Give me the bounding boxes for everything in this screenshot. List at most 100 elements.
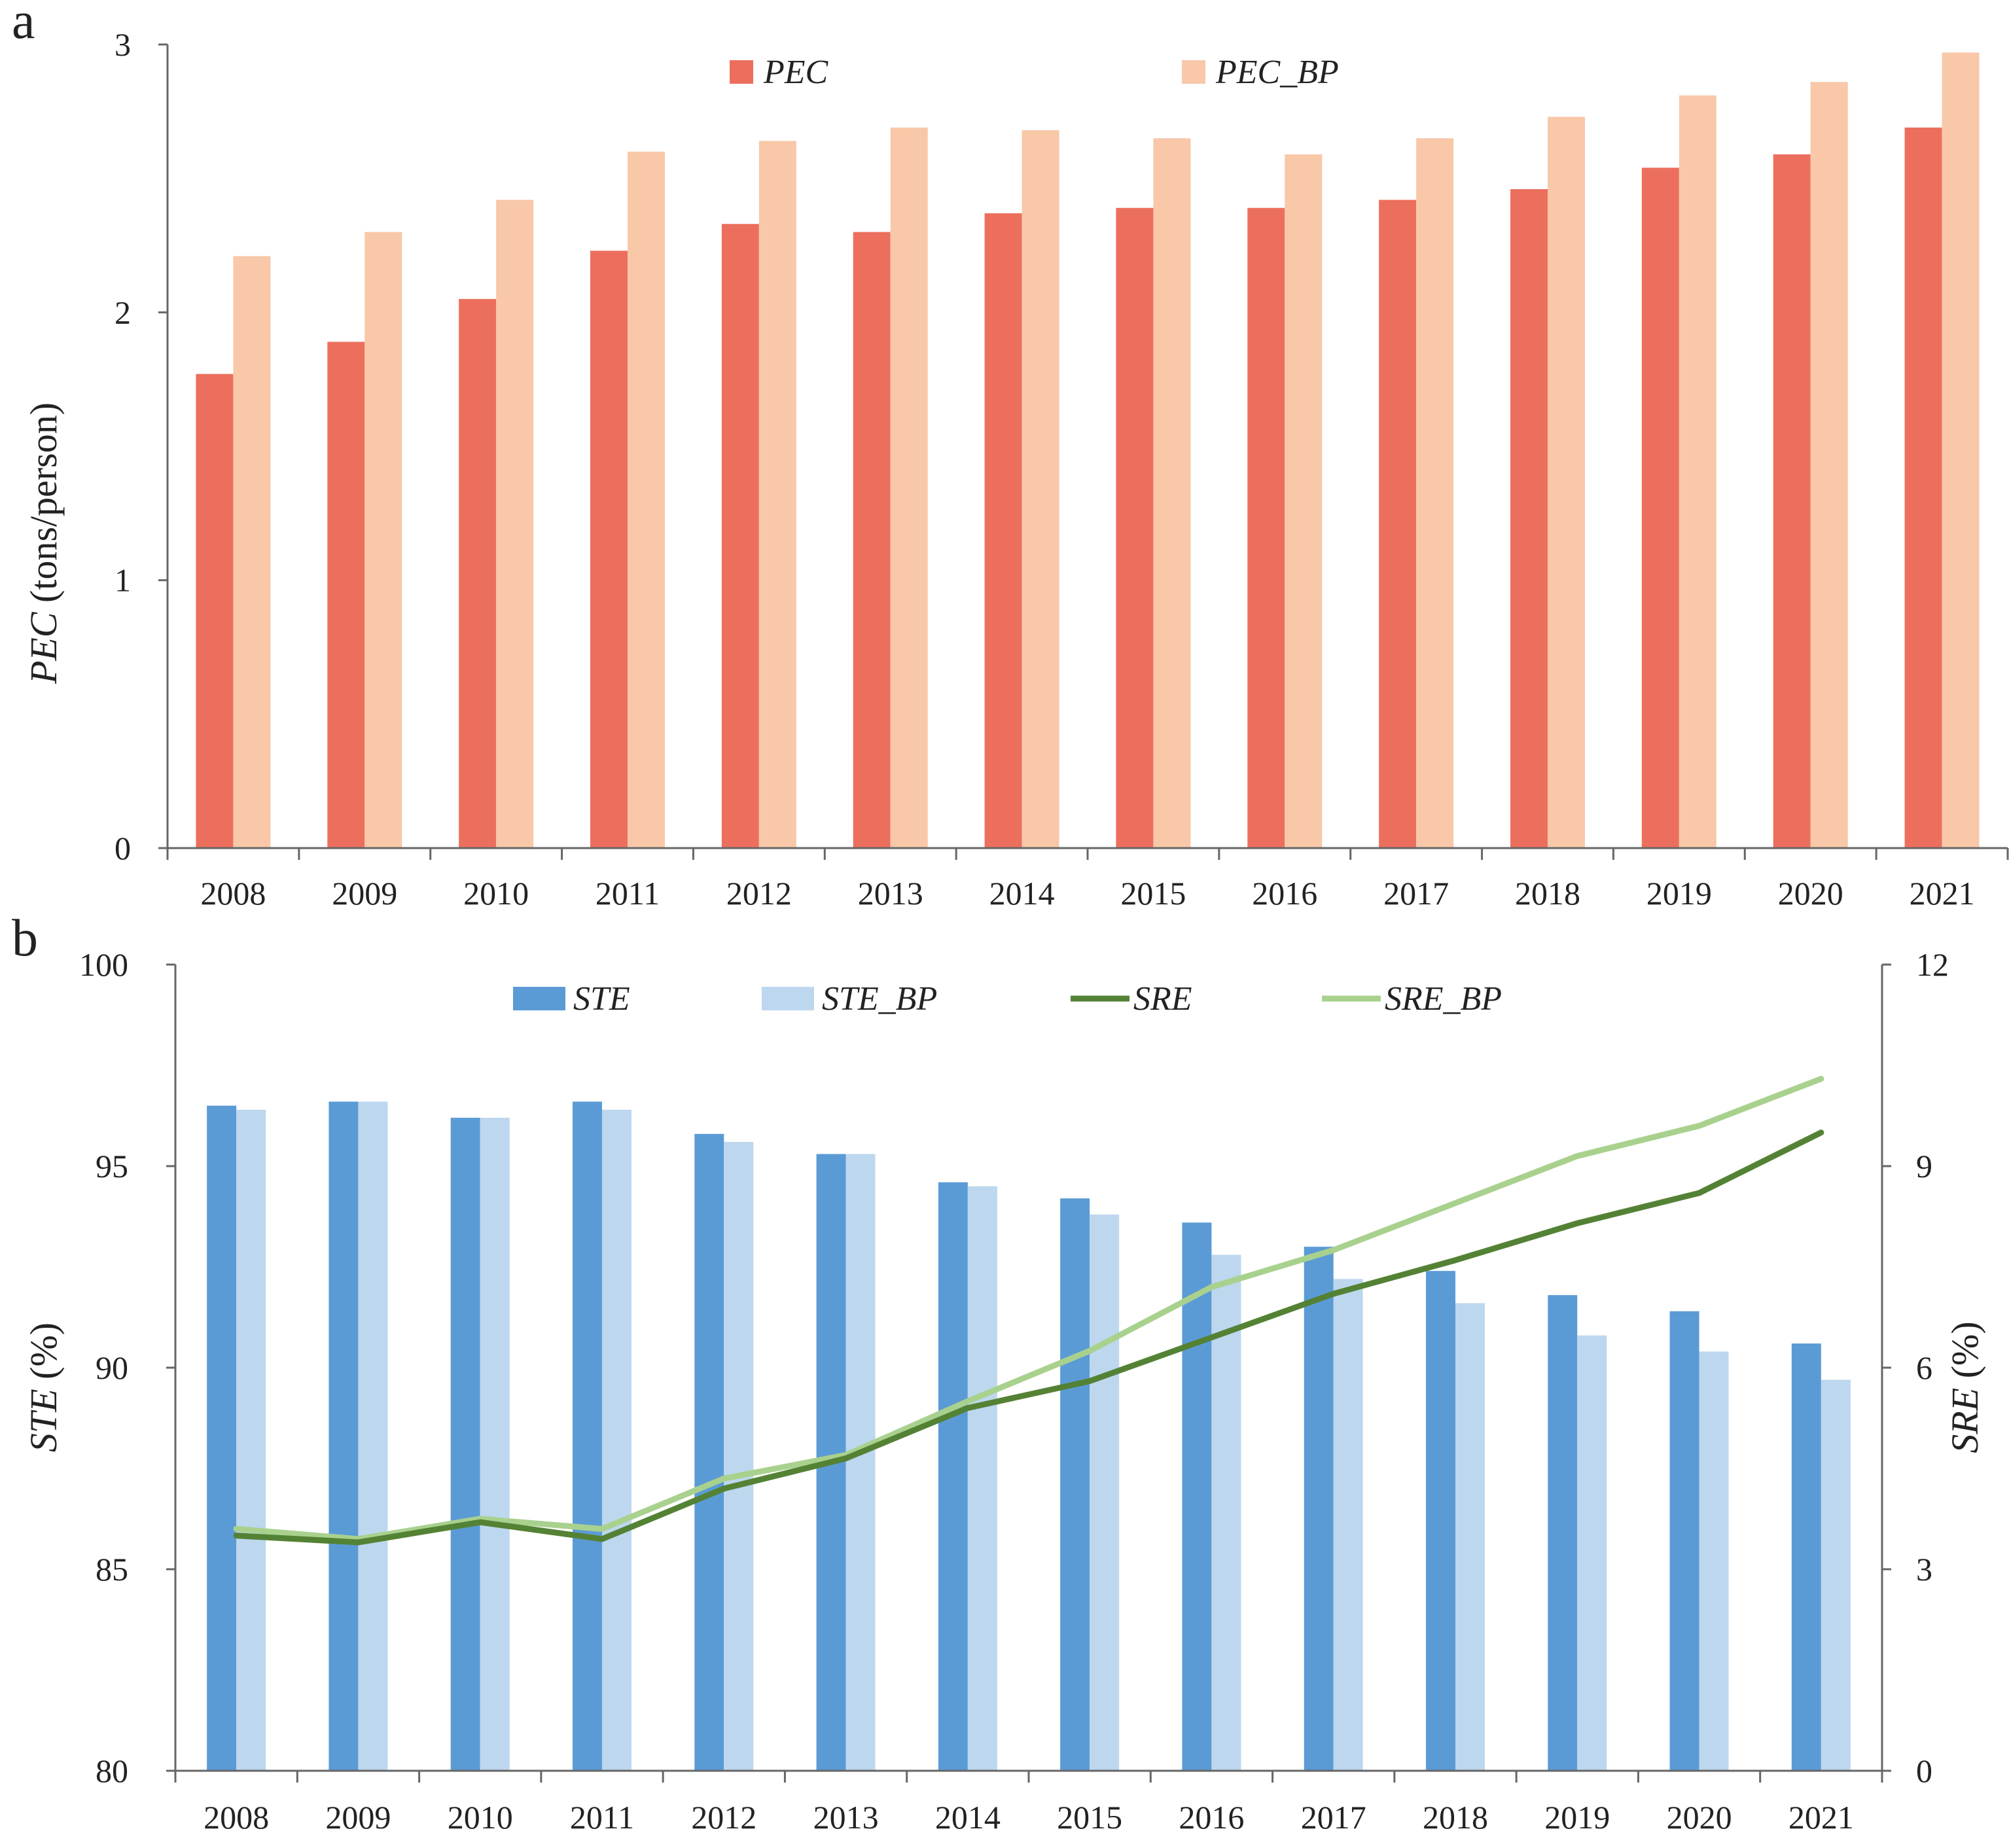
bar-ste-2008 <box>207 1105 237 1771</box>
chart-b-xtick-label: 2021 <box>1788 1799 1854 1836</box>
legend-swatch-pec_bp <box>1182 60 1205 84</box>
chart-b-xtick-label: 2014 <box>935 1799 1001 1836</box>
chart-a-ytick-label: 0 <box>115 830 131 866</box>
bar-pec-2011 <box>590 251 628 849</box>
bar-ste_bp-2008 <box>236 1109 266 1771</box>
bar-ste-2021 <box>1791 1343 1821 1771</box>
chart-b-ytick-right-label: 12 <box>1916 946 1949 983</box>
chart-b-axes <box>166 963 1891 1783</box>
chart-b-ytick-left-label: 85 <box>96 1551 128 1588</box>
chart-a: 0 1 2 3 2008 2009 2010 2011 2012 2013 2014 2015 2016… <box>22 26 2009 912</box>
bar-ste-2016 <box>1182 1222 1212 1771</box>
chart-b-ylabel-right: SRE (%) <box>1944 1321 1986 1453</box>
bar-pec_bp-2009 <box>364 232 402 848</box>
bar-pec-2008 <box>196 374 234 848</box>
bar-ste-2018 <box>1426 1271 1455 1771</box>
chart-a-legend: PEC PEC_BP <box>730 54 1339 91</box>
bar-pec_bp-2018 <box>1548 116 1585 848</box>
bar-ste_bp-2017 <box>1333 1279 1363 1771</box>
chart-b-xtick-label: 2016 <box>1179 1799 1244 1836</box>
bar-ste_bp-2011 <box>602 1109 631 1771</box>
chart-b-ytick-left-label: 95 <box>96 1148 128 1184</box>
chart-b-bars <box>207 1101 1851 1771</box>
line-sre <box>233 1129 1824 1546</box>
chart-b-ylabel-right-rest: (%) <box>1944 1321 1986 1387</box>
bar-pec_bp-2020 <box>1810 82 1848 849</box>
bar-pec-2019 <box>1641 168 1679 848</box>
bar-pec-2018 <box>1510 189 1548 848</box>
line-sre_bp <box>233 1076 1824 1542</box>
chart-a-xtick-label: 2017 <box>1383 875 1449 912</box>
chart-b-ylabel-left-italic: STE <box>22 1389 65 1452</box>
chart-a-xtick-label: 2021 <box>1910 875 1975 912</box>
chart-b-ytick-left-label: 100 <box>79 946 128 983</box>
chart-a-xtick-label: 2020 <box>1778 875 1843 912</box>
bar-pec_bp-2012 <box>758 141 796 849</box>
chart-a-ylabel-italic: PEC <box>22 611 65 684</box>
legend-label-ste_bp: STE_BP <box>822 980 937 1018</box>
chart-b-xtick-label: 2008 <box>204 1799 269 1836</box>
bar-ste_bp-2016 <box>1211 1254 1241 1771</box>
bar-pec_bp-2021 <box>1942 52 1980 848</box>
chart-b-xtick-label: 2020 <box>1667 1799 1732 1836</box>
chart-a-ylabel-rest: (tons/person) <box>22 402 65 613</box>
chart-b-xtick-label: 2013 <box>813 1799 879 1836</box>
bar-pec-2021 <box>1904 127 1942 849</box>
chart-a-xtick-label: 2013 <box>858 875 923 912</box>
chart-b-ylabel-left-rest: (%) <box>22 1323 65 1389</box>
bar-ste-2020 <box>1669 1311 1699 1771</box>
bar-ste-2009 <box>329 1101 359 1771</box>
legend-label-sre_bp: SRE_BP <box>1385 980 1502 1018</box>
bar-ste_bp-2014 <box>967 1186 997 1771</box>
bar-pec_bp-2016 <box>1285 154 1323 848</box>
chart-b-legend: STE STE_BP SRE SRE_BP <box>513 980 1502 1018</box>
chart-a-xtick-label: 2008 <box>200 875 266 912</box>
bar-pec_bp-2010 <box>496 200 534 848</box>
chart-a-ytick-label: 3 <box>115 26 131 63</box>
bar-pec-2020 <box>1773 154 1811 848</box>
bar-ste_bp-2021 <box>1821 1379 1851 1771</box>
bar-pec-2013 <box>853 232 891 848</box>
bar-ste-2011 <box>573 1101 602 1771</box>
bar-ste_bp-2015 <box>1090 1214 1120 1771</box>
chart-b-ytick-right-label: 0 <box>1916 1752 1932 1789</box>
bar-ste_bp-2009 <box>358 1101 388 1771</box>
legend-label-sre: SRE <box>1133 980 1192 1018</box>
bar-pec_bp-2014 <box>1022 130 1059 848</box>
bar-pec_bp-2015 <box>1153 138 1191 849</box>
chart-b-ytick-left-label: 90 <box>96 1349 128 1386</box>
chart-b-ytick-right-label: 9 <box>1916 1148 1932 1184</box>
bar-pec_bp-2017 <box>1416 138 1454 849</box>
legend-swatch-ste <box>513 987 565 1010</box>
legend-label-pec: PEC <box>763 54 829 91</box>
chart-b: 80 85 90 95 100 0 3 6 9 12 2008 2009 2010 2011 2012 201… <box>22 946 1986 1836</box>
legend-swatch-pec <box>730 60 753 84</box>
chart-b-lines <box>233 1076 1824 1546</box>
bar-pec-2012 <box>721 224 759 849</box>
bar-ste_bp-2010 <box>480 1118 510 1771</box>
chart-a-xtick-label: 2015 <box>1120 875 1186 912</box>
chart-b-xtick-label: 2015 <box>1057 1799 1122 1836</box>
chart-b-xtick-label: 2009 <box>325 1799 391 1836</box>
chart-b-xtick-label: 2017 <box>1301 1799 1366 1836</box>
chart-b-xtick-label: 2019 <box>1544 1799 1610 1836</box>
bar-ste_bp-2019 <box>1577 1335 1607 1771</box>
bar-ste_bp-2012 <box>724 1142 754 1771</box>
chart-a-axes <box>158 43 2009 860</box>
bar-ste-2019 <box>1548 1295 1578 1771</box>
legend-swatch-ste_bp <box>762 987 814 1010</box>
chart-a-bars <box>196 52 1980 849</box>
chart-b-ylabel-right-italic: SRE <box>1944 1388 1986 1453</box>
chart-a-ytick-label: 2 <box>115 294 131 330</box>
chart-b-xtick-label: 2012 <box>691 1799 756 1836</box>
chart-a-xtick-label: 2016 <box>1252 875 1317 912</box>
chart-a-tick-labels: 0 1 2 3 2008 2009 2010 2011 2012 2013 2014 2015 2016… <box>115 26 1975 912</box>
bar-pec_bp-2013 <box>890 127 928 849</box>
bar-ste-2015 <box>1060 1198 1090 1771</box>
chart-b-ytick-right-label: 6 <box>1916 1349 1932 1386</box>
chart-b-xtick-label: 2011 <box>570 1799 634 1836</box>
chart-b-ytick-left-label: 80 <box>96 1752 128 1789</box>
chart-a-xtick-label: 2014 <box>989 875 1055 912</box>
chart-b-tick-labels: 80 85 90 95 100 0 3 6 9 12 2008 2009 2010 2011 2012 201… <box>79 946 1949 1836</box>
